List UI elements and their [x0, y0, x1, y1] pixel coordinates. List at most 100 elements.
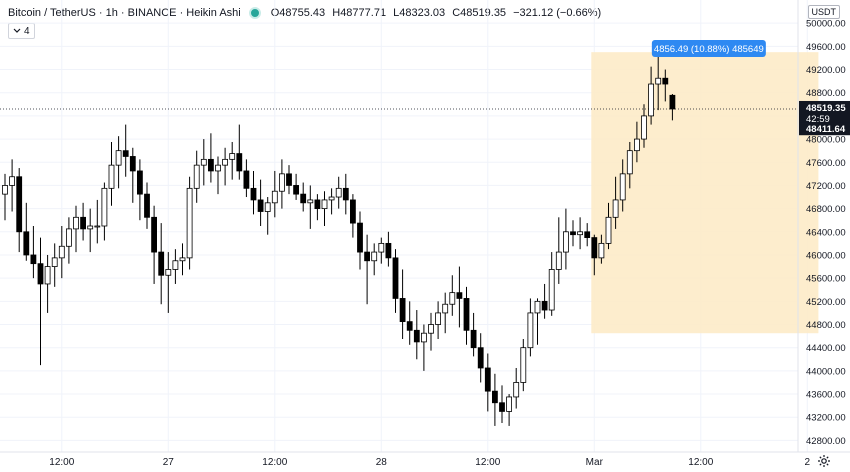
candle: [420, 324, 427, 371]
time-axis-tick-label: 12:00: [262, 457, 287, 468]
price-axis-tick-label: 48800.00: [806, 88, 846, 99]
candle-body: [626, 150, 633, 175]
candle-body: [364, 251, 371, 262]
candle: [122, 124, 129, 177]
candle: [115, 136, 122, 189]
candle: [293, 173, 300, 200]
price-axis-tick-label: 43600.00: [806, 390, 846, 401]
candle-body: [548, 269, 555, 311]
candle-body: [37, 263, 44, 285]
candle: [58, 226, 65, 279]
candle-body: [598, 242, 605, 259]
chart-legend: Bitcoin / TetherUS · 1h · BINANCE · Heik…: [8, 5, 605, 21]
candle: [328, 188, 335, 215]
candle-body: [144, 193, 150, 218]
candle: [619, 159, 626, 212]
candle: [484, 353, 491, 412]
price-axis-tick-label: 44800.00: [806, 320, 846, 331]
ohlc-values: O48755.43 H48777.71 L48323.03 C48519.35 …: [271, 7, 605, 19]
candle: [570, 220, 576, 247]
symbol-title[interactable]: Bitcoin / TetherUS · 1h · BINANCE · Heik…: [8, 7, 241, 19]
candle: [598, 234, 605, 264]
candle-body: [520, 347, 527, 383]
candle-body: [435, 312, 442, 325]
price-axis-tick-label: 46800.00: [806, 204, 846, 215]
candle: [491, 373, 498, 426]
price-axis-tick-label: 49600.00: [806, 42, 846, 53]
candle-body: [80, 216, 86, 230]
price-axis-tick-label: 42800.00: [806, 436, 846, 447]
price-axis-tick-label: 45600.00: [806, 274, 846, 285]
candle: [44, 254, 51, 313]
candle: [534, 298, 541, 345]
candle: [165, 252, 172, 313]
candle: [101, 182, 108, 241]
ohlc-close-value: 48519.35: [460, 7, 507, 19]
candle-body: [378, 242, 385, 253]
candle: [357, 211, 363, 270]
bar-countdown-label: 42:59: [806, 114, 830, 125]
candle-body: [570, 231, 576, 236]
time-axis-tick-label: 12:00: [49, 457, 74, 468]
candle-body: [300, 193, 307, 204]
gear-icon[interactable]: [817, 454, 831, 468]
candle-body: [563, 231, 569, 253]
candle-body: [73, 216, 79, 230]
time-axis-tick-label: 12:00: [688, 457, 713, 468]
candle-body: [641, 115, 647, 140]
price-axis-tick-label: 46400.00: [806, 227, 846, 238]
candle-body: [605, 216, 612, 244]
candle-body: [264, 202, 271, 212]
candle: [30, 226, 37, 279]
candle: [577, 217, 583, 250]
candle: [300, 182, 307, 212]
candle: [442, 292, 449, 334]
candle-body: [527, 312, 534, 349]
candle: [513, 367, 520, 409]
candle: [527, 298, 534, 357]
candle-body: [506, 396, 513, 412]
candle-body: [44, 266, 51, 285]
candle-body: [122, 150, 129, 157]
candle: [626, 141, 633, 189]
candle-body: [612, 199, 619, 218]
candle-body: [30, 254, 37, 265]
candle-body: [534, 300, 541, 314]
candle-body: [385, 242, 392, 259]
price-line-label: 48411.64: [806, 124, 846, 135]
candle: [669, 94, 676, 121]
candle: [342, 173, 349, 215]
candle: [413, 310, 420, 360]
candle: [37, 237, 44, 366]
candle-body: [442, 303, 449, 314]
last-price-label: 48519.35: [806, 103, 846, 114]
price-range-measure: [591, 52, 819, 334]
candle: [449, 275, 456, 316]
candle: [158, 223, 165, 305]
candle: [207, 133, 214, 183]
candle: [73, 205, 79, 253]
candle-body: [179, 257, 186, 262]
candle-body: [172, 260, 179, 270]
candle: [399, 269, 406, 339]
candle-body: [207, 158, 214, 172]
indicators-count: 4: [24, 25, 30, 37]
candle-body: [392, 257, 399, 299]
currency-button[interactable]: USDT: [807, 5, 840, 19]
candle: [591, 234, 598, 276]
price-axis-tick-label: 47600.00: [806, 158, 846, 169]
candle-body: [193, 164, 200, 189]
candle-body: [58, 245, 65, 259]
candle: [335, 176, 342, 209]
candle-body: [591, 237, 598, 259]
candle: [193, 150, 200, 203]
ohlc-change-value: −321.12 (−0.66%): [513, 7, 602, 19]
range-measure-label: 4856.49 (10.88%) 485649: [654, 44, 764, 55]
candle-body: [243, 170, 250, 189]
price-axis-tick-label: 43200.00: [806, 413, 846, 424]
candle: [286, 165, 292, 195]
market-status-icon: [248, 7, 261, 19]
candle: [172, 249, 179, 284]
candle: [385, 231, 392, 267]
